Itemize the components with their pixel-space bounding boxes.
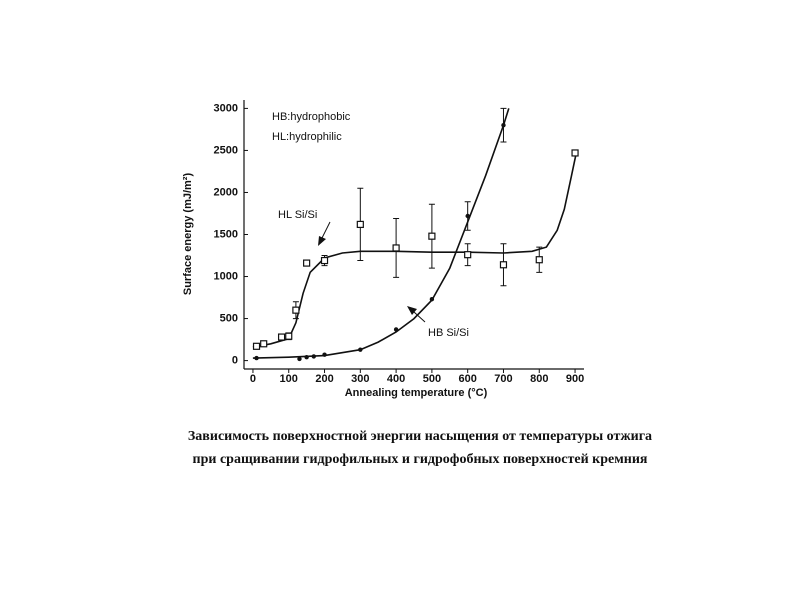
x-tick-label: 400 [387,373,405,385]
data-point [571,149,579,157]
data-point [297,356,302,362]
data-point [304,355,309,360]
y-tick-label: 2500 [214,144,238,156]
arrow [413,311,426,323]
fit-curve [252,108,510,359]
data-point [285,332,293,340]
data-point [465,213,470,219]
x-tick-label: 600 [459,373,477,385]
y-tick-label: 3000 [214,102,238,114]
data-point [311,354,316,359]
x-tick-label: 700 [494,373,512,385]
data-point [252,342,261,350]
data-point [535,256,543,264]
series-label: HL Si/Si [278,209,317,221]
x-tick-label: 500 [423,373,441,385]
caption: при сращивании гидрофильных и гидрофобны… [193,452,648,467]
x-tick-label: 900 [566,373,584,385]
series-label: HB Si/Si [428,327,469,339]
data-point [356,220,364,229]
data-point [393,327,399,332]
data-point [322,352,327,357]
data-point [303,259,311,267]
y-tick-label: 1500 [214,228,238,240]
x-tick-label: 800 [530,373,548,385]
data-point [254,355,259,361]
data-point [320,256,329,265]
data-point [260,340,268,348]
x-tick-label: 200 [315,373,333,385]
data-point [277,333,286,341]
annotation: HB:hydrophobic [272,111,351,123]
data-point [358,347,363,352]
x-tick-label: 300 [351,373,369,385]
arrow [321,221,331,239]
y-tick-label: 500 [220,312,238,324]
data-point [392,244,400,252]
data-point [428,232,436,240]
x-tick-label: 0 [250,373,256,385]
data-point [292,306,300,314]
annotation: HL:hydrophilic [272,131,342,143]
y-tick-label: 2000 [214,186,238,198]
y-axis-title: Surface energy (mJ/m²) [182,173,194,296]
data-point [429,297,435,302]
y-tick-label: 1000 [214,270,238,282]
x-axis-title: Annealing temperature (°C) [345,387,488,399]
data-point [499,261,508,269]
data-point [464,251,472,259]
x-tick-label: 100 [280,373,298,385]
arrow-head [318,236,326,246]
arrow-head [407,306,417,315]
caption: Зависимость поверхностной энергии насыще… [188,429,652,444]
y-tick-label: 0 [232,355,238,367]
data-point [501,123,506,128]
